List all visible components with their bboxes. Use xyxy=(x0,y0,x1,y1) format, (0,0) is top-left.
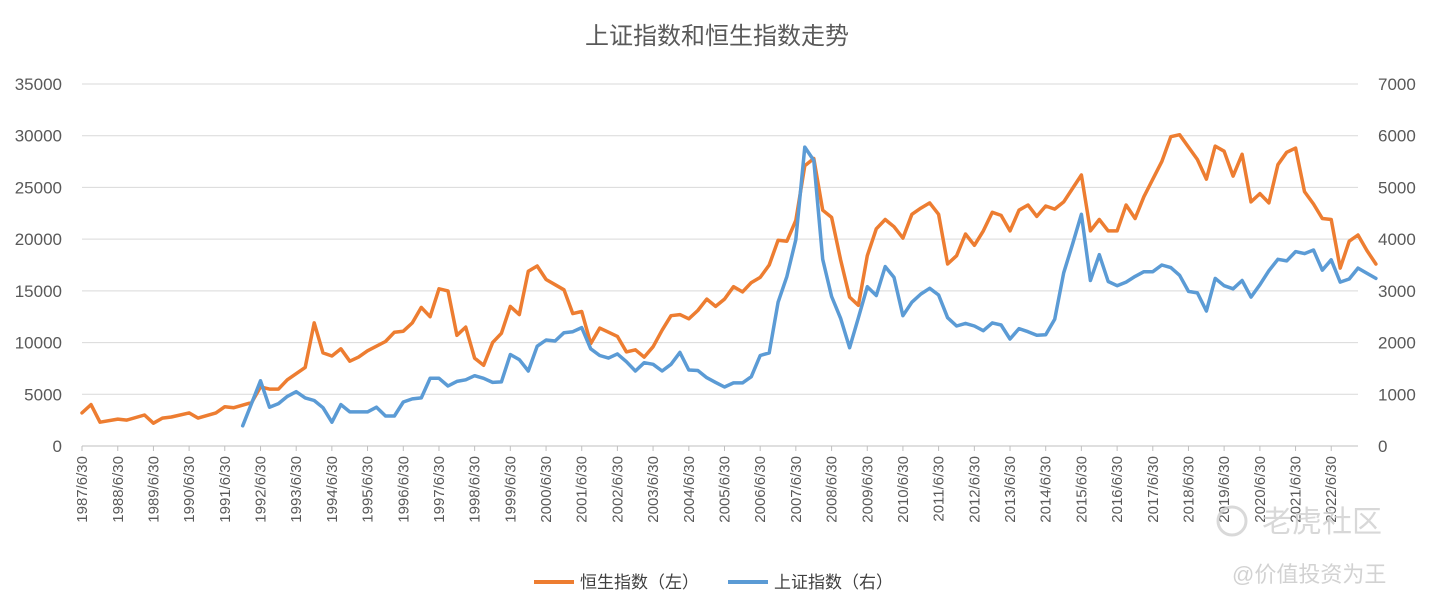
x-tick-label: 1990/6/30 xyxy=(181,456,198,523)
x-tick-label: 2011/6/30 xyxy=(931,456,948,522)
chart-title: 上证指数和恒生指数走势 xyxy=(585,23,849,50)
x-tick-label: 1993/6/30 xyxy=(288,456,305,523)
left-tick-label: 5000 xyxy=(24,385,62,404)
x-tick-label: 2014/6/30 xyxy=(1038,456,1055,523)
x-tick-label: 1998/6/30 xyxy=(467,456,484,523)
left-tick-label: 35000 xyxy=(15,75,62,94)
legend: 恒生指数（左） 上证指数（右） xyxy=(534,573,893,592)
right-axis-ticks: 0 1000 2000 3000 4000 5000 6000 7000 xyxy=(1378,75,1416,456)
x-tick-label: 1987/6/30 xyxy=(74,456,91,523)
x-tick-label: 2007/6/30 xyxy=(788,456,805,523)
x-tick-label: 2012/6/30 xyxy=(966,456,983,523)
x-tick-label: 1992/6/30 xyxy=(253,456,270,523)
right-tick-label: 0 xyxy=(1378,437,1387,456)
left-tick-label: 20000 xyxy=(15,230,62,249)
x-tick-label: 2015/6/30 xyxy=(1073,456,1090,523)
x-tick-label: 2003/6/30 xyxy=(645,456,662,523)
left-tick-label: 0 xyxy=(53,437,62,456)
right-tick-label: 2000 xyxy=(1378,334,1416,353)
x-tick-label: 2017/6/30 xyxy=(1145,456,1162,523)
series-line-sse xyxy=(240,145,1378,428)
right-tick-label: 5000 xyxy=(1378,178,1416,197)
x-tick-label: 2019/6/30 xyxy=(1216,456,1233,523)
x-tick-label: 2021/6/30 xyxy=(1288,456,1305,523)
x-tick-label: 2002/6/30 xyxy=(609,456,626,523)
watermark-handle: @价值投资为王 xyxy=(1232,562,1386,587)
x-tick-label: 2010/6/30 xyxy=(895,456,912,523)
series-lines xyxy=(80,132,1378,428)
x-tick-label: 2020/6/30 xyxy=(1252,456,1269,523)
left-tick-label: 15000 xyxy=(15,282,62,301)
right-tick-label: 7000 xyxy=(1378,75,1416,94)
x-tick-label: 1997/6/30 xyxy=(431,456,448,523)
right-tick-label: 1000 xyxy=(1378,385,1416,404)
x-tick-label: 1995/6/30 xyxy=(360,456,377,523)
x-tick-label: 2001/6/30 xyxy=(574,456,591,523)
x-tick-label: 2016/6/30 xyxy=(1109,456,1126,523)
legend-label-sse: 上证指数（右） xyxy=(774,573,893,592)
x-tick-label: 2009/6/30 xyxy=(859,456,876,523)
x-tick-label: 1988/6/30 xyxy=(110,456,127,523)
x-tick-label: 2005/6/30 xyxy=(716,456,733,523)
x-tick-label: 2004/6/30 xyxy=(681,456,698,523)
x-tick-label: 1991/6/30 xyxy=(217,456,234,523)
tiger-logo-icon xyxy=(1216,505,1248,537)
x-tick-label: 1996/6/30 xyxy=(395,456,412,523)
x-tick-label: 2000/6/30 xyxy=(538,456,555,523)
x-tick-label: 2008/6/30 xyxy=(824,456,841,523)
right-tick-label: 3000 xyxy=(1378,282,1416,301)
watermark-brand: 老虎社区 xyxy=(1262,506,1382,539)
watermark: 老虎社区 @价值投资为王 xyxy=(1216,505,1386,587)
x-tick-label: 2018/6/30 xyxy=(1180,456,1197,523)
left-tick-label: 30000 xyxy=(15,127,62,146)
x-tick-label: 1994/6/30 xyxy=(324,456,341,523)
x-tick-label: 2022/6/30 xyxy=(1323,456,1340,523)
x-tick-label: 1999/6/30 xyxy=(502,456,519,523)
gridlines xyxy=(82,83,1358,447)
series-line-hsi xyxy=(80,132,1378,425)
x-axis-ticks: 1987/6/30 1988/6/30 1989/6/30 1990/6/30 1991… xyxy=(74,446,1340,523)
left-tick-label: 25000 xyxy=(15,178,62,197)
x-tick-label: 2013/6/30 xyxy=(1002,456,1019,523)
legend-label-hsi: 恒生指数（左） xyxy=(580,573,699,592)
right-tick-label: 6000 xyxy=(1378,127,1416,146)
right-tick-label: 4000 xyxy=(1378,230,1416,249)
left-axis-ticks: 0 5000 10000 15000 20000 25000 30000 35000 xyxy=(15,75,62,456)
x-tick-label: 1989/6/30 xyxy=(145,456,162,523)
x-tick-label: 2006/6/30 xyxy=(752,456,769,523)
left-tick-label: 10000 xyxy=(15,334,62,353)
